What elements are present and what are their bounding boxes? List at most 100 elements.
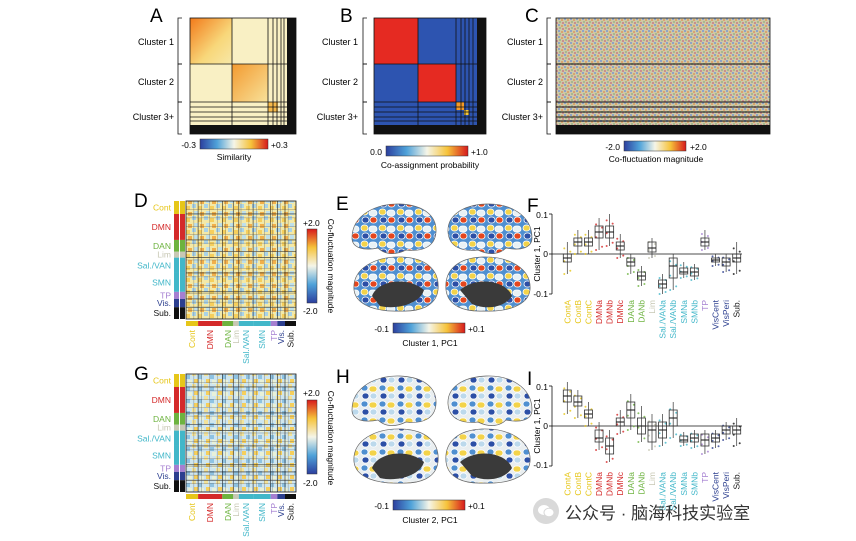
i-point-9-4 xyxy=(658,419,661,422)
i-point-16-0 xyxy=(732,445,735,447)
g-net-label-2: DAN xyxy=(153,414,171,424)
f-point-13-3 xyxy=(706,247,709,249)
g-net-xlabel-7: Vis. xyxy=(276,503,286,517)
i-box-1 xyxy=(573,395,583,407)
g-col-strip-4 xyxy=(238,494,254,499)
d-col-strip-5 xyxy=(253,321,271,326)
panel-letter-f: F xyxy=(527,196,539,217)
cluster-label-b-3: Cluster 3+ xyxy=(317,112,358,122)
f-xlabel-15: VisPeri xyxy=(721,300,731,327)
i-point-4-0 xyxy=(605,461,608,463)
g-col-strip-5 xyxy=(253,494,271,499)
f-xlabel-5: DMNc xyxy=(615,299,625,323)
i-point-3-0 xyxy=(595,449,598,451)
f-xlabel-7: DANb xyxy=(636,300,646,323)
panel-letter-d: D xyxy=(134,191,148,212)
d-row-strip-2 xyxy=(174,239,179,252)
colorbar-h-min: -0.1 xyxy=(374,501,389,511)
f-xlabel-14: VisCent xyxy=(711,299,721,329)
cluster-label-a-1: Cluster 1 xyxy=(138,37,174,47)
g-net-label-5: SMN xyxy=(152,450,171,460)
i-xlabel-4: DMNb xyxy=(605,472,615,496)
g-col-strip-7 xyxy=(277,494,285,499)
d-net-label-0: Cont xyxy=(153,202,172,212)
i-ytick-1: 0.1 xyxy=(536,382,548,392)
i-point-12-3 xyxy=(696,445,699,448)
f-point-1-0 xyxy=(573,253,576,255)
d-row-strip2-5 xyxy=(180,272,185,292)
matrix-a-block2 xyxy=(232,64,268,102)
f-point-2-0 xyxy=(584,253,587,255)
f-point-15-1 xyxy=(728,258,731,261)
f-point-4-4 xyxy=(605,219,608,222)
f-point-2-4 xyxy=(584,233,587,236)
i-point-3-4 xyxy=(595,426,598,429)
g-col-strip-2 xyxy=(222,494,234,499)
f-xlabel-9: Sal./VANa xyxy=(658,300,668,339)
f-point-3-0 xyxy=(595,249,598,251)
i-point-14-1 xyxy=(717,434,720,437)
i-xlabel-8: Lim xyxy=(647,472,657,486)
d-net-label-3: Lim xyxy=(157,250,171,260)
i-ylabel: Cluster 1, PC1 xyxy=(532,398,542,454)
i-point-15-2 xyxy=(722,431,725,434)
g-row-strip2-7 xyxy=(180,471,185,481)
f-point-0-1 xyxy=(569,250,572,253)
i-xlabel-5: DMNc xyxy=(615,471,625,495)
i-point-6-2 xyxy=(626,414,629,417)
d-net-xlabel-5: SMN xyxy=(257,330,267,349)
g-row-strip2-6 xyxy=(180,464,185,472)
d-row-strip-5 xyxy=(174,272,179,292)
i-ytick-3: -0.1 xyxy=(533,460,548,470)
f-ylabel: Cluster 1, PC1 xyxy=(532,226,542,282)
f-point-1-4 xyxy=(573,233,576,236)
i-point-7-3 xyxy=(643,437,646,440)
matrix-b-block1 xyxy=(374,18,418,64)
f-point-12-2 xyxy=(690,272,693,275)
i-point-15-0 xyxy=(722,439,725,441)
g-row-strip-4 xyxy=(174,430,179,446)
i-point-2-3 xyxy=(590,422,593,425)
f-xlabel-1: ContB xyxy=(573,300,583,324)
d-row-strip2-7 xyxy=(180,298,185,308)
i-point-9-2 xyxy=(658,432,661,435)
panel-letter-a: A xyxy=(150,6,163,27)
f-point-0-0 xyxy=(563,273,566,275)
colorbar-h xyxy=(392,499,466,511)
f-point-5-4 xyxy=(616,237,619,240)
g-row-strip2-5 xyxy=(180,445,185,465)
g-row-strip-1 xyxy=(174,386,179,413)
g-net-xlabel-3: Lim xyxy=(231,503,241,517)
i-point-2-2 xyxy=(584,415,587,418)
g-net-xlabel-1: DMN xyxy=(205,503,215,522)
i-point-7-1 xyxy=(643,415,646,418)
f-point-0-3 xyxy=(569,269,572,272)
g-net-label-6: TP xyxy=(160,463,171,473)
i-point-8-2 xyxy=(648,434,650,437)
i-box-11 xyxy=(679,435,689,443)
colorbar-d-max: +2.0 xyxy=(303,218,320,228)
f-point-2-2 xyxy=(584,243,587,246)
colorbar-a-min: -0.3 xyxy=(181,140,196,150)
f-point-4-1 xyxy=(611,222,614,225)
cluster-label-b-1: Cluster 1 xyxy=(322,37,358,47)
i-point-12-0 xyxy=(690,447,693,449)
f-xlabel-11: SMNa xyxy=(679,300,689,324)
g-col-strip-0 xyxy=(186,494,199,499)
f-point-16-0 xyxy=(732,273,735,275)
i-xlabel-9: Sal./VANa xyxy=(658,472,668,511)
d-row-strip-6 xyxy=(174,291,179,299)
colorbar-b-label: Co-assignment probability xyxy=(381,160,480,170)
g-row-strip-3 xyxy=(174,424,179,431)
colorbar-g-max: +2.0 xyxy=(303,388,320,398)
i-point-2-0 xyxy=(584,425,587,427)
cluster-label-a-3: Cluster 3+ xyxy=(133,112,174,122)
d-net-label-2: DAN xyxy=(153,241,171,251)
panel-f: F Cluster 1, PC1 0.1 0 -0.1 ContA ContB Co… xyxy=(527,196,742,339)
f-point-16-4 xyxy=(732,247,735,250)
d-row-strip-1 xyxy=(174,213,179,240)
i-point-5-3 xyxy=(622,430,625,433)
i-xlabel-13: TP xyxy=(700,472,710,483)
g-col-strip-8 xyxy=(285,494,296,499)
